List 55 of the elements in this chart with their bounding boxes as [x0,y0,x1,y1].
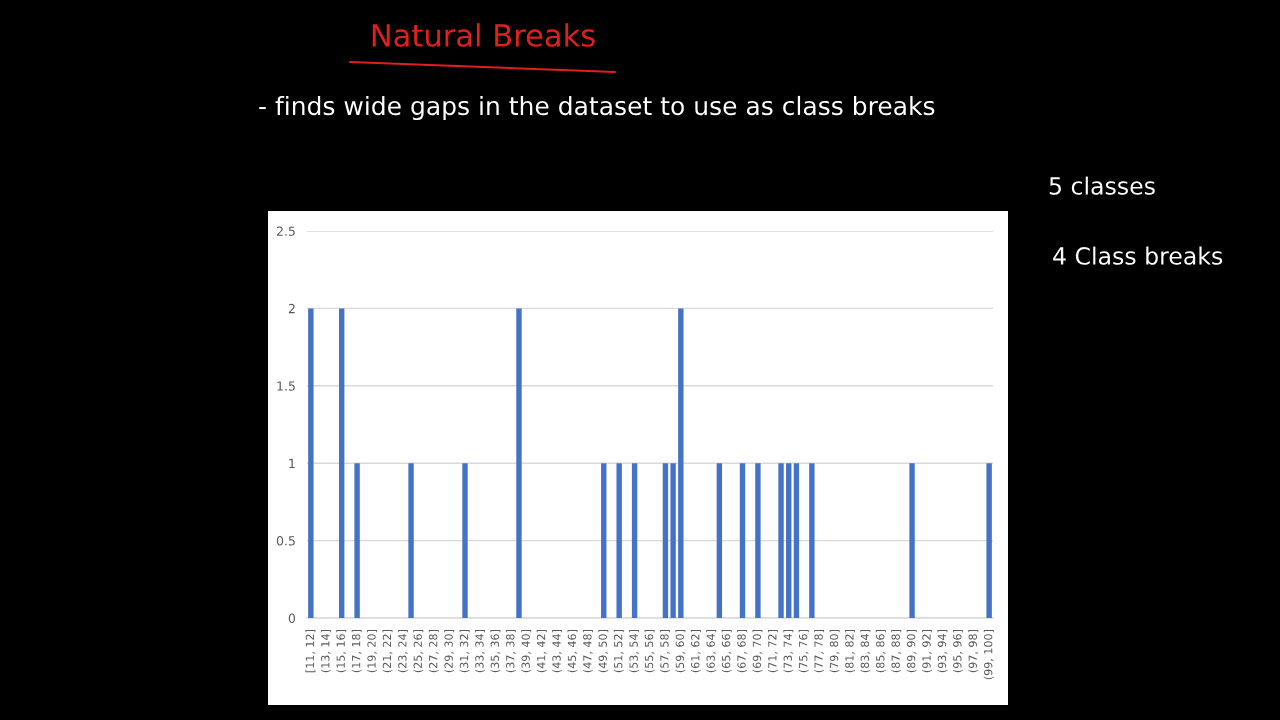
x-tick-label: (61, 62] [690,630,701,673]
chart-title: Natural Breaks [372,23,595,47]
x-tick-label: (19, 20] [367,630,378,673]
x-tick-label: (75, 76] [798,630,809,673]
x-tick-label: (35, 36] [490,630,501,673]
x-tick-label: (13, 14] [320,630,331,673]
y-tick-label: 0 [288,613,296,623]
x-tick-label: (41, 42] [536,630,547,673]
x-tick-label: (33, 34] [475,630,485,673]
y-tick-label: 1 [289,458,295,468]
x-tick-label: (31, 32] [459,630,470,673]
y-tick-label: 0.5 [276,536,295,546]
x-tick-label: (53, 54] [629,630,640,673]
x-tick-label: (71, 72] [767,630,778,673]
x-tick-label: (47, 48] [582,630,593,673]
x-tick-label: (85, 86] [875,630,886,673]
x-tick-label: (23, 24] [397,630,408,673]
x-tick-label: (63, 64] [706,630,717,673]
text: 4 Class breaks [1053,246,1223,265]
y-tick-label: 2 [288,303,295,314]
x-tick-label: (15, 16] [336,630,347,673]
x-tick-label: (43, 44] [552,630,563,673]
x-tick-label: (59, 60] [675,630,686,673]
x-tick-label: (51, 52] [613,630,624,673]
x-tick-label: (17, 18] [351,630,362,673]
x-tick-label: (79, 80] [829,630,840,673]
y-tick-label: 1.5 [277,381,295,391]
x-tick-label: (87, 88] [891,630,902,673]
text: 5 classes [1049,176,1155,195]
x-tick-label: [11, 12] [305,630,316,673]
x-tick-label: (93, 94] [937,630,948,673]
x-tick-label: (69, 70] [752,630,763,673]
x-tick-label: (25, 26] [413,630,424,673]
x-tick-label: (95, 96] [952,630,963,673]
x-tick-label: (55, 56] [644,630,655,673]
x-tick-label: (45, 46] [567,630,578,673]
x-tick-label: (27, 28] [428,630,439,673]
x-tick-label: (29, 30] [444,630,455,673]
x-tick-label: (83, 84] [860,630,871,673]
x-tick-label: (73, 74] [783,630,794,673]
chart-subtitle: - finds wide gaps in the dataset to use as class breaks [259,95,935,121]
x-tick-label: (77, 78] [814,630,825,673]
x-tick-label: (37, 38] [505,630,516,673]
x-tick-label: (65, 66] [721,630,732,673]
x-tick-label: (57, 58] [660,630,670,673]
x-tick-label: (89, 90] [906,630,917,673]
y-tick-label: 2.5 [276,226,295,236]
x-tick-label: (99, 100] [983,630,994,680]
x-tick-label: (91, 92] [922,630,933,673]
x-tick-label: (97, 98] [968,630,979,673]
x-tick-label: (81, 82] [845,630,855,673]
x-tick-label: (49, 50] [598,630,609,673]
x-tick-label: (39, 40] [521,630,532,673]
x-tick-label: (21, 22] [382,630,393,673]
x-tick-label: (67, 68] [737,630,748,673]
